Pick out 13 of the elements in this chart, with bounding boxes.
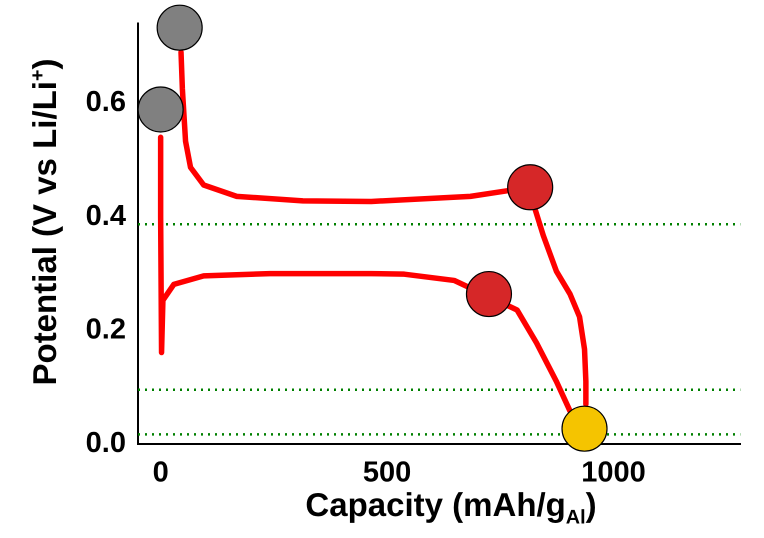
point — [156, 4, 203, 51]
y-tick-label: 0.4 — [86, 200, 126, 232]
y-tick-label: 0.6 — [86, 86, 126, 118]
x-tick-label: 0 — [152, 456, 169, 488]
x-tick-label: 1000 — [581, 456, 646, 488]
point — [561, 406, 608, 452]
point — [507, 164, 554, 210]
y-tick-label: 0.2 — [86, 313, 126, 346]
x-axis-title: Capacity (mAh/g$_{Al}$) — [305, 486, 597, 529]
point — [466, 270, 512, 318]
point — [138, 86, 184, 133]
y-tick-label: 0.0 — [86, 427, 126, 459]
x-tick-label: 500 — [362, 456, 412, 488]
